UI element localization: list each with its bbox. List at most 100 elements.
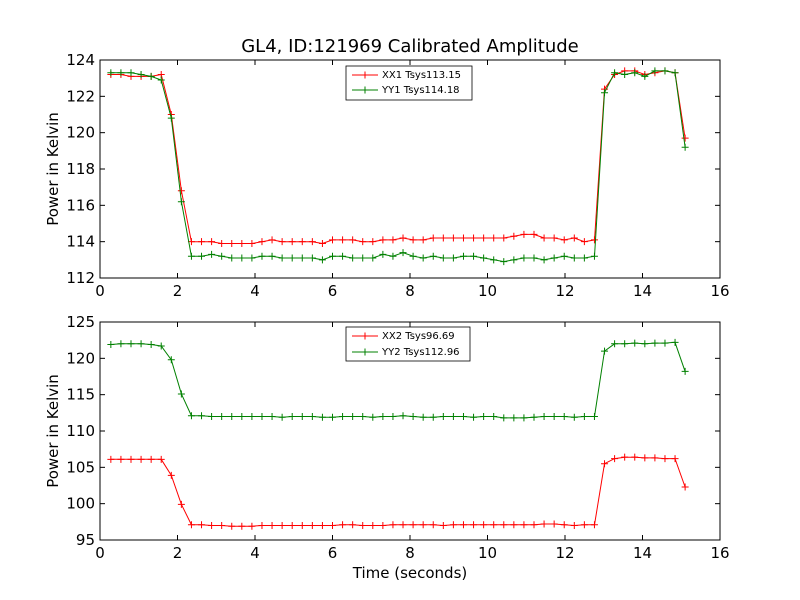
chart-top-data-point <box>308 238 316 246</box>
chart-top-data-point <box>449 254 457 262</box>
chart-top-data-point <box>389 236 397 244</box>
chart-bottom-data-point <box>258 412 266 420</box>
chart-top-data-point <box>580 254 588 262</box>
chart-top-data-point <box>107 69 115 77</box>
chart-bottom-data-point <box>641 454 649 462</box>
chart-bottom-data-point <box>570 521 578 529</box>
chart-bottom-data-point <box>590 521 598 529</box>
chart-top-data-point <box>510 256 518 264</box>
chart-bottom-data-point <box>611 340 619 348</box>
chart-top-data-point <box>429 252 437 260</box>
chart-bottom-data-point <box>490 521 498 529</box>
chart-top-data-point <box>530 254 538 262</box>
chart-top-ytick-label: 116 <box>66 196 95 214</box>
chart-bottom-xtick-label: 10 <box>478 544 497 562</box>
chart-top-data-point <box>490 256 498 264</box>
chart-top-data-point <box>359 238 367 246</box>
chart-bottom-data-point <box>218 412 226 420</box>
chart-top-data-point <box>651 67 659 75</box>
chart-top-data-point <box>439 254 447 262</box>
legend-marker <box>361 71 369 79</box>
chart-bottom-data-point <box>409 412 417 420</box>
chart-top-ytick-label: 122 <box>66 87 95 105</box>
chart-bottom-data-point <box>137 455 145 463</box>
chart-bottom-data-point <box>379 521 387 529</box>
chart-bottom-data-point <box>218 521 226 529</box>
chart-top-data-point <box>208 250 216 258</box>
chart-top-ylabel: Power in Kelvin <box>44 112 62 226</box>
chart-top-plot-area: 0 2 4 6 8 10 12 14 16 112 114 116 118 120 122 124 <box>66 51 729 300</box>
chart-bottom-data-point <box>429 521 437 529</box>
chart-top-data-point <box>359 254 367 262</box>
chart-bottom-data-point <box>631 339 639 347</box>
chart-top-xtick-label: 12 <box>555 282 574 300</box>
chart-bottom-data-point <box>167 356 175 364</box>
chart-bottom-data-point <box>107 341 115 349</box>
chart-bottom-data-point <box>127 340 135 348</box>
chart-bottom-ytick-label: 115 <box>66 386 95 404</box>
legend-marker <box>361 86 369 94</box>
chart-bottom-data-point <box>329 413 336 421</box>
chart-top-data-point <box>550 254 558 262</box>
chart-top-xtick-label: 14 <box>633 282 652 300</box>
chart-top-data-point <box>198 238 206 246</box>
chart-top-data-point <box>540 256 548 264</box>
chart-bottom-data-point <box>359 521 367 529</box>
chart-bottom-data-point <box>268 521 276 529</box>
chart-top-data-point <box>318 239 326 247</box>
chart-bottom-data-point <box>661 455 669 463</box>
chart-top-ytick-label: 120 <box>66 124 95 142</box>
chart-bottom-data-point <box>288 412 296 420</box>
chart-top-data-point <box>288 254 296 262</box>
chart-bottom-data-point <box>621 453 629 461</box>
chart-bottom-data-point <box>641 340 649 348</box>
chart-bottom-xtick-label: 8 <box>405 544 415 562</box>
chart-bottom-data-point <box>379 412 387 420</box>
chart-bottom-data-point <box>429 413 437 421</box>
chart-top-data-point <box>429 234 437 242</box>
chart-top-data-point <box>520 254 528 262</box>
chart-bottom-data-point <box>480 412 488 420</box>
chart-top-series-line-1 <box>110 70 686 263</box>
chart-bottom-data-point <box>298 521 306 529</box>
chart-bottom-data-point <box>308 412 316 420</box>
chart-bottom-data-point <box>399 521 407 529</box>
chart-top-data-point <box>409 236 417 244</box>
chart-top-data-point <box>117 69 125 77</box>
chart-bottom-data-point <box>590 412 598 420</box>
chart-bottom-data-point <box>439 521 447 529</box>
chart-bottom-data-point <box>339 521 347 529</box>
chart-top-data-point <box>601 89 609 97</box>
chart-bottom-data-point <box>661 339 669 347</box>
chart-top-data-point <box>399 234 407 242</box>
chart-top-data-point <box>379 236 387 244</box>
chart-top-data-point <box>480 234 488 242</box>
chart-bottom-xtick-label: 12 <box>555 544 574 562</box>
chart-bottom-data-point <box>147 455 155 463</box>
chart-top-data-point <box>278 254 286 262</box>
chart-top-data-point <box>177 198 185 206</box>
chart-top-data-point <box>298 238 306 246</box>
chart-bottom-data-point <box>389 412 397 420</box>
chart-top-data-point <box>349 236 357 244</box>
chart-bottom-data-point <box>580 412 588 420</box>
chart-bottom-data-point <box>439 412 447 420</box>
chart-bottom-series-line-0 <box>110 456 686 527</box>
chart-top-data-point <box>157 76 165 84</box>
chart-top-data-point <box>137 71 145 79</box>
chart-top-legend: XX1 Tsys113.15 YY1 Tsys114.18 <box>345 65 473 101</box>
chart-bottom-xtick-label: 14 <box>633 544 652 562</box>
chart-top-data-point <box>369 238 377 246</box>
chart-bottom-data-point <box>208 412 216 420</box>
chart-bottom-series-line-1 <box>110 341 686 419</box>
chart-top-data-point <box>470 234 478 242</box>
chart-bottom-data-point <box>228 522 236 530</box>
chart-bottom-data-point <box>198 412 206 420</box>
legend-label-xx1: XX1 Tsys113.15 <box>382 70 461 81</box>
chart-bottom-legend: XX2 Tsys96.69 YY2 Tsys112.96 <box>345 326 471 362</box>
chart-bottom-data-point <box>500 414 508 422</box>
chart-bottom-data-point <box>671 455 679 463</box>
chart-bottom-ytick-label: 125 <box>66 313 95 331</box>
chart-bottom-data-point <box>560 521 568 529</box>
chart-top-data-point <box>470 252 478 260</box>
